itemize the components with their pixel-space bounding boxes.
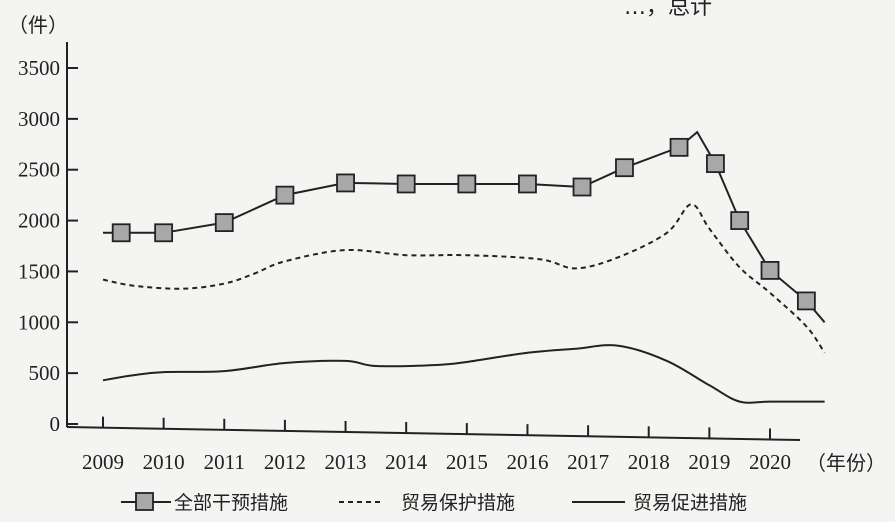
series-marker (275, 185, 295, 205)
legend-marker-all (135, 492, 154, 511)
x-tick-label: 2020 (749, 450, 791, 474)
legend-item-promotion: 贸易促进措施 (572, 492, 747, 514)
legend-item-all: 全部干预措施 (121, 492, 288, 514)
y-tick-label: 0 (50, 412, 61, 436)
y-tick-label: 1500 (18, 259, 60, 283)
x-tick-label: 2010 (143, 450, 185, 474)
series-marker (796, 291, 816, 311)
x-tick-label: 2011 (204, 450, 245, 474)
legend: 全部干预措施 贸易保护措施 贸易促进措施 (121, 492, 747, 514)
x-tick-label: 2015 (446, 450, 488, 474)
chart-title-fragment: …，总计 (624, 0, 712, 20)
legend-label-all: 全部干预措施 (174, 492, 288, 514)
series-marker (518, 174, 537, 194)
series-marker (760, 261, 780, 280)
series-marker (396, 174, 416, 194)
series-marker (669, 137, 689, 157)
series-layer (102, 130, 826, 404)
y-tick-label: 3500 (18, 56, 60, 80)
series-marker (615, 158, 634, 178)
x-tick-label: 2012 (264, 450, 306, 474)
y-tick-label: 2000 (18, 209, 60, 233)
series-marker (336, 173, 355, 193)
series-marker (214, 213, 234, 233)
series-line-trade-protection (102, 203, 826, 354)
y-tick-label: 1000 (18, 310, 60, 334)
series-marker (730, 211, 750, 230)
y-tick-label: 2500 (18, 158, 60, 182)
legend-label-protection: 贸易保护措施 (401, 492, 515, 514)
y-tick-label: 500 (29, 361, 61, 385)
x-tick-label: 2017 (567, 450, 609, 474)
x-tick-label: 2013 (325, 450, 367, 474)
x-tick-label: 2014 (385, 450, 428, 474)
series-marker (111, 223, 131, 243)
legend-label-promotion: 贸易促进措施 (633, 492, 747, 514)
y-unit-label: （件） (8, 13, 68, 37)
x-tick-label: 2019 (688, 450, 730, 474)
x-tick-label: 2009 (82, 450, 124, 474)
y-tick-label: 3000 (18, 107, 60, 131)
x-ticks: 2009 2010 2011 2012 2013 2014 2015 2016 2017 2018… (82, 416, 791, 474)
x-unit-label: （年份） (806, 451, 886, 475)
legend-item-protection: 贸易保护措施 (339, 492, 515, 514)
series-marker (154, 223, 174, 243)
x-tick-label: 2018 (628, 450, 670, 474)
series-marker (706, 154, 725, 174)
x-tick-label: 2016 (506, 450, 548, 474)
series-marker (572, 177, 592, 197)
x-axis (66, 426, 801, 441)
series-marker (457, 174, 477, 194)
y-ticks: 0 500 1000 1500 2000 2500 3000 3500 (18, 56, 78, 436)
series-line-trade-promotion (102, 344, 825, 404)
